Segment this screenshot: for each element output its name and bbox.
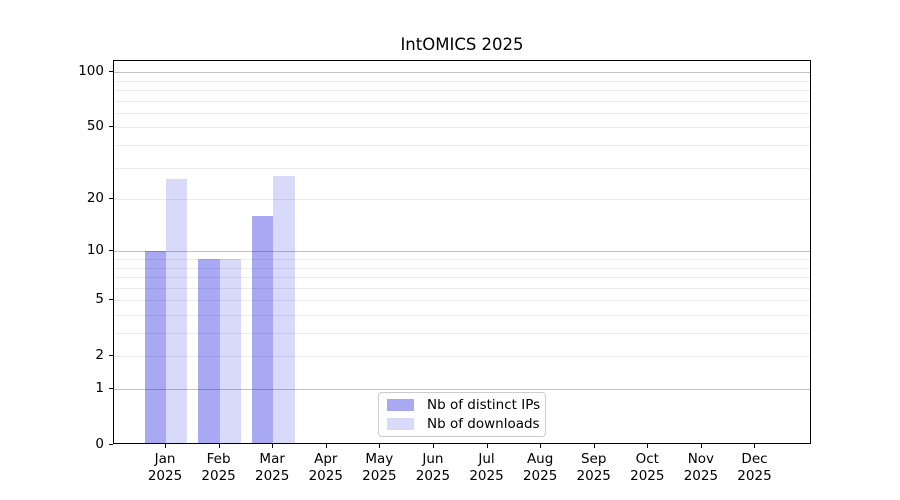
x-label-year: 2025 [254,468,290,484]
y-tick-label: 100 [78,63,104,80]
x-label-month: Sep [580,451,607,467]
x-tick-label: Mar 2025 [244,451,300,485]
gridline-minor [114,199,810,201]
gridline-minor [114,300,810,302]
y-tick-mark [109,126,113,128]
bar-downloads-jan [166,178,188,443]
legend-label-distinct-ips: Nb of distinct IPs [427,397,541,413]
x-label-year: 2025 [737,468,772,484]
y-tick-label: 5 [95,291,104,308]
gridline-minor [114,356,810,358]
gridline-major [114,72,810,74]
y-tick-label: 20 [86,190,104,207]
gridline-minor [114,167,810,169]
y-tick-mark [109,355,113,357]
x-label-month: Jul [478,451,495,467]
plot-area [113,60,811,444]
gridline-major [114,389,810,390]
x-tick-label: Nov 2025 [673,451,729,485]
chart-title: IntOMICS 2025 [400,35,524,54]
legend-label-downloads: Nb of downloads [427,416,540,432]
gridline-minor [114,100,810,102]
gridline-minor [114,314,810,316]
y-tick-label: 10 [86,242,104,259]
y-tick-mark [109,198,113,200]
gridline-minor [114,267,810,269]
gridline-minor [114,333,810,334]
x-tick-mark [700,444,702,448]
x-tick-mark [165,444,166,448]
x-tick-mark [218,444,220,448]
y-tick-mark [109,299,113,301]
legend-swatch-distinct-ips [387,399,414,411]
x-label-month: May [365,451,394,467]
x-label-month: Aug [526,451,554,467]
y-tick-mark [109,250,113,252]
x-label-month: Jan [154,451,176,467]
gridline-minor [114,127,810,129]
bar-distinct-ips-jan [144,251,166,443]
x-label-month: Dec [741,451,768,467]
x-tick-label: Oct 2025 [619,451,675,485]
y-tick-label: 0 [95,436,104,452]
bar-downloads-mar [273,175,295,443]
gridline-minor [114,277,810,279]
x-tick-label: Jul 2025 [459,451,515,485]
x-label-year: 2025 [630,468,665,484]
x-label-year: 2025 [201,468,236,484]
gridline-major [114,251,810,253]
x-tick-mark [486,444,488,448]
bar-distinct-ips-feb [198,258,220,443]
x-label-month: Nov [687,451,715,467]
y-tick-mark [109,444,113,445]
gridline-minor [114,112,810,114]
x-tick-label: Jan 2025 [137,451,193,485]
gridline-minor [114,145,810,146]
x-tick-label: Jun 2025 [405,451,461,485]
x-label-year: 2025 [576,468,611,484]
x-label-month: Apr [314,451,338,467]
x-label-year: 2025 [308,468,343,484]
bar-distinct-ips-mar [251,216,274,443]
x-tick-mark [379,444,381,448]
x-tick-mark [540,444,542,448]
gridline-minor [114,258,810,260]
legend: Nb of distinct IPs Nb of downloads [378,392,546,437]
x-tick-label: May 2025 [351,451,407,485]
gridline-minor [114,287,810,289]
x-label-month: Mar [259,451,285,467]
x-label-month: Jun [422,451,444,467]
y-tick-mark [109,388,113,389]
x-tick-label: Sep 2025 [566,451,622,485]
legend-item-downloads: Nb of downloads [387,416,540,432]
y-tick-label: 1 [95,380,104,396]
bar-downloads-feb [219,258,241,443]
x-tick-mark [272,444,274,448]
x-tick-label: Dec 2025 [726,451,782,485]
gridline-minor [114,90,810,91]
x-tick-label: Feb 2025 [191,451,247,485]
x-tick-label: Aug 2025 [512,451,568,485]
x-tick-mark [647,444,649,448]
x-label-year: 2025 [415,468,451,484]
x-label-year: 2025 [469,468,504,484]
y-tick-mark [109,71,113,73]
x-tick-mark [754,444,756,448]
x-tick-label: Apr 2025 [298,451,354,485]
x-tick-mark [325,444,327,448]
x-tick-mark [432,444,434,448]
x-label-year: 2025 [147,468,183,484]
x-label-year: 2025 [522,468,558,484]
legend-item-distinct-ips: Nb of distinct IPs [387,397,541,413]
x-label-month: Oct [635,451,659,467]
x-label-year: 2025 [362,468,397,484]
y-tick-label: 50 [86,118,104,135]
gridline-minor [114,80,810,82]
y-tick-label: 2 [95,347,104,364]
x-label-year: 2025 [683,468,719,484]
x-tick-mark [593,444,595,448]
x-label-month: Feb [206,451,231,467]
legend-swatch-downloads [387,418,414,430]
